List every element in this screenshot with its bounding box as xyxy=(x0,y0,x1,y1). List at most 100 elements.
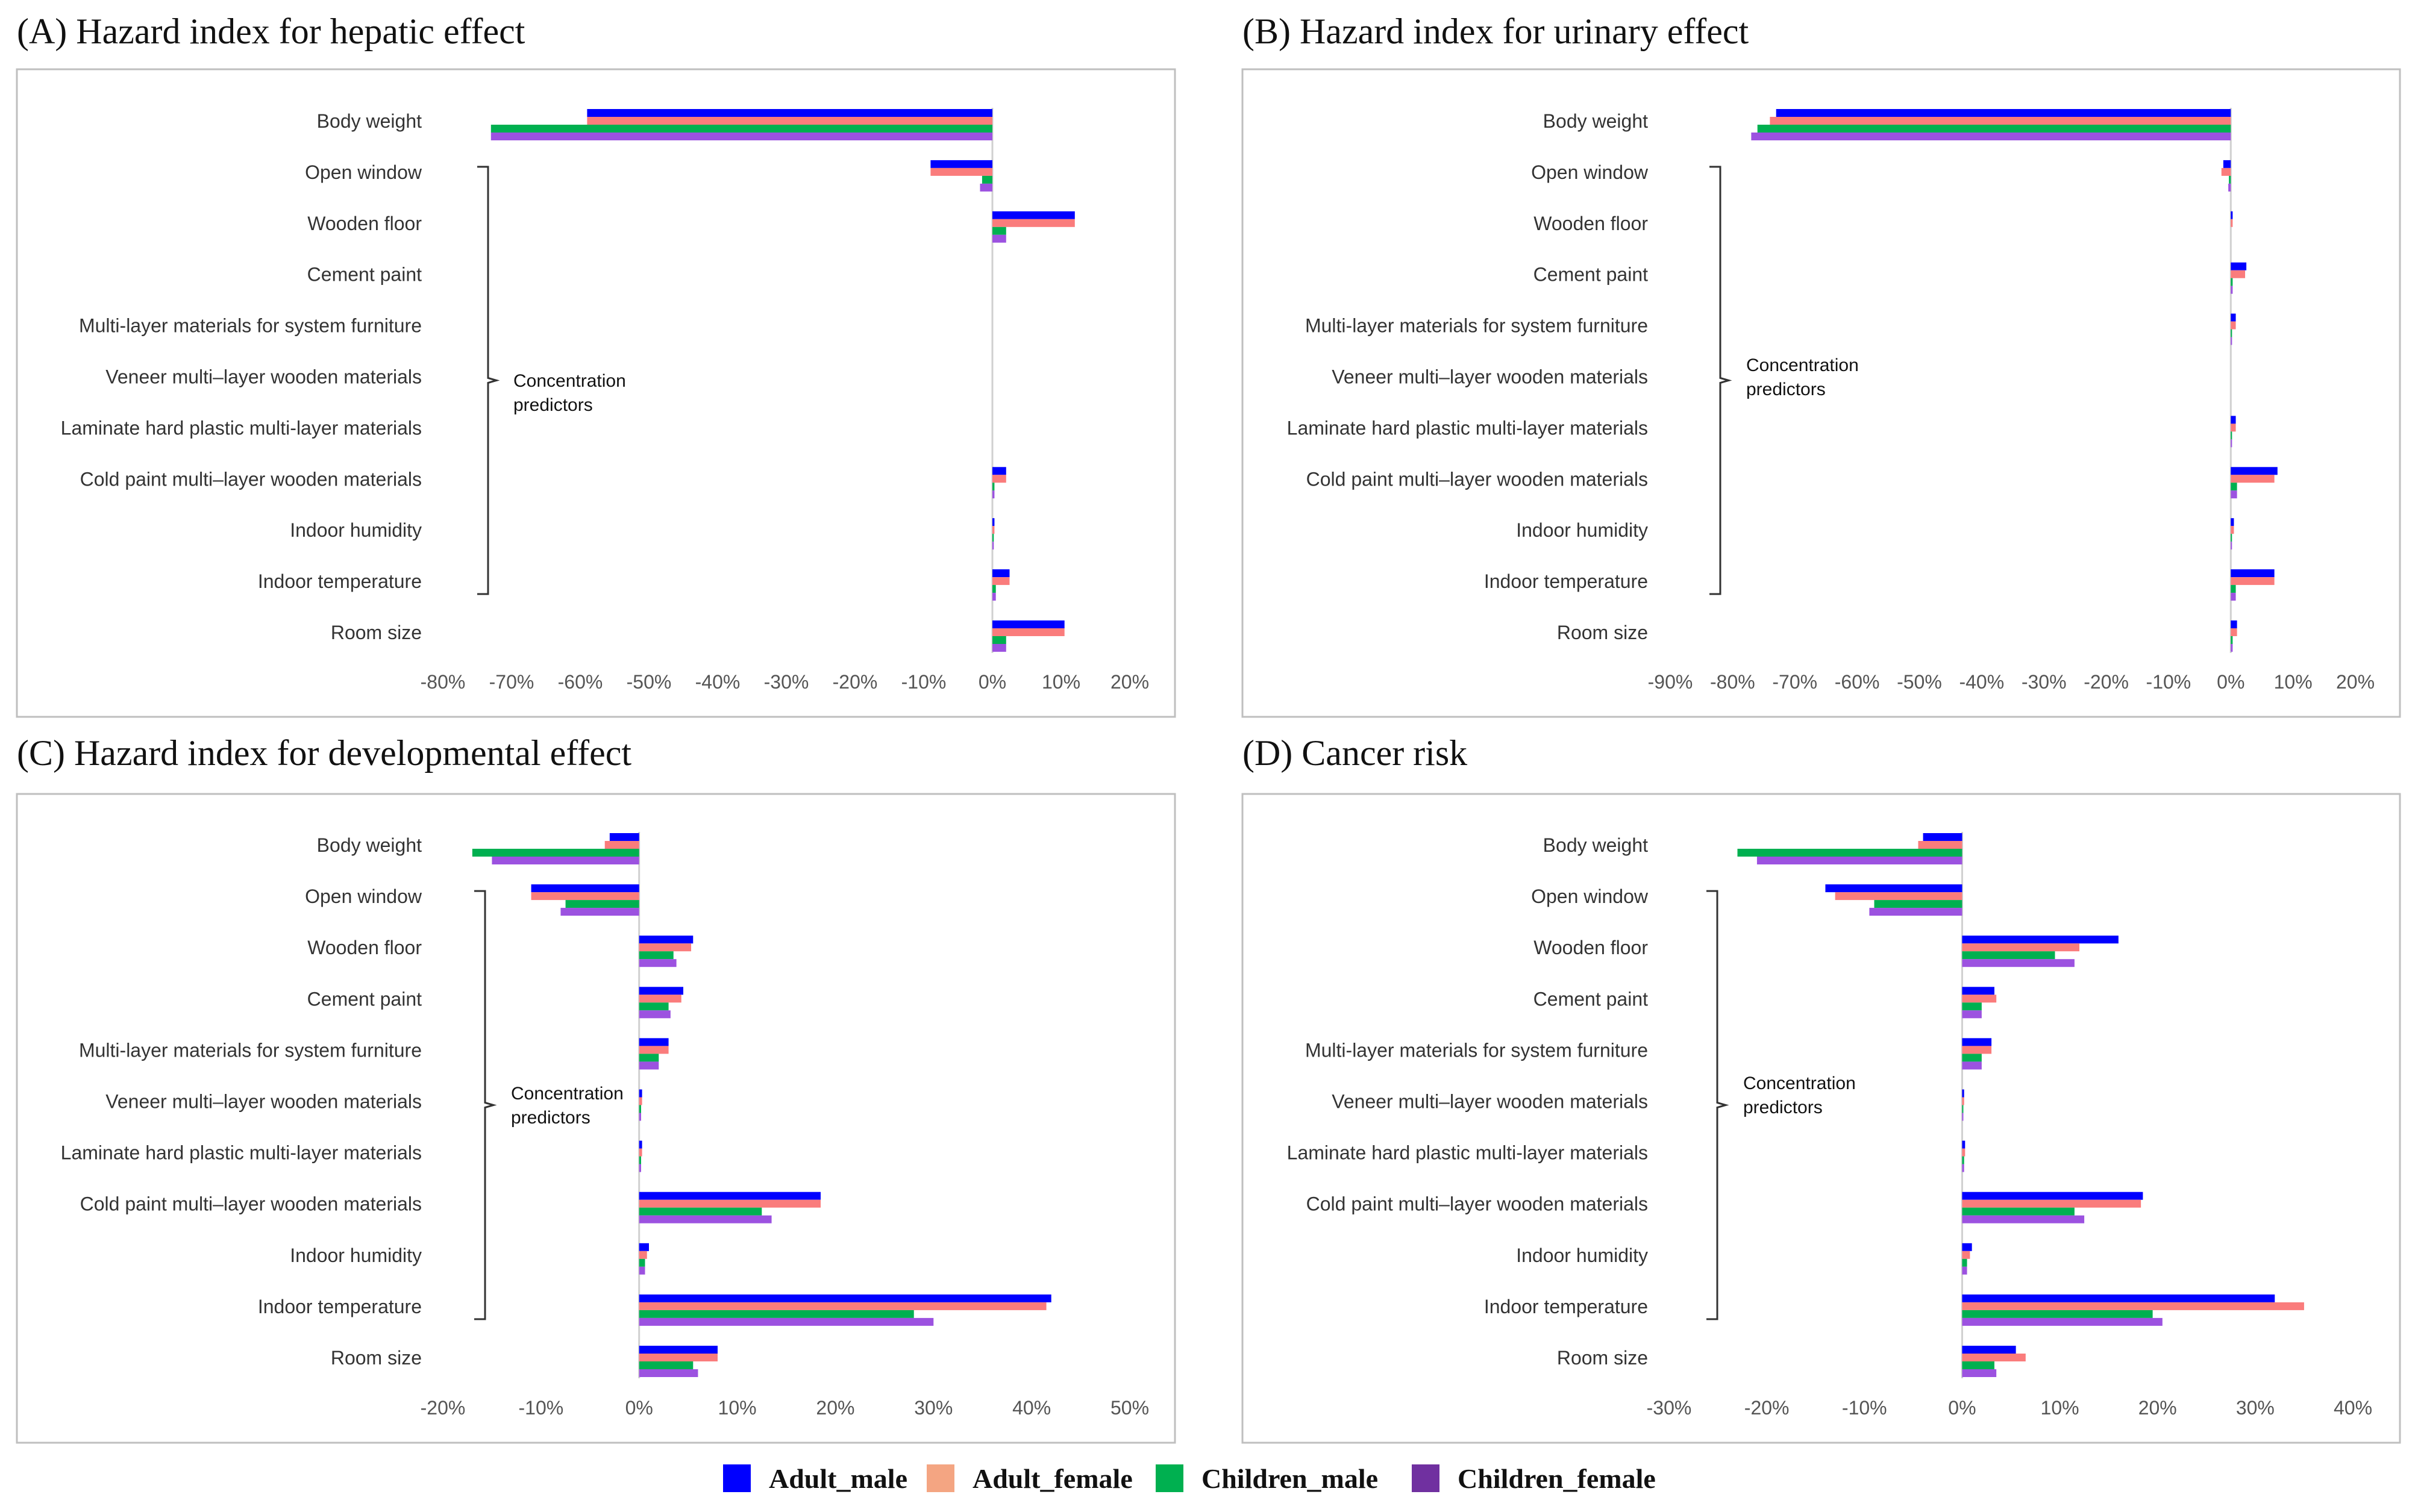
bar-adult-female xyxy=(2231,270,2246,278)
bar-children-male xyxy=(639,951,674,960)
bar-adult-female xyxy=(639,1046,669,1054)
x-tick-label: 30% xyxy=(2236,1397,2275,1419)
predictor-brace xyxy=(474,890,497,1320)
category-label: Indoor temperature xyxy=(1484,570,1648,592)
x-tick-label: -80% xyxy=(1710,671,1755,693)
bar-adult-female xyxy=(992,219,1075,227)
bar-children-female xyxy=(1962,1113,1964,1121)
category-label: Room size xyxy=(1557,1347,1648,1369)
category-label: Open window xyxy=(305,886,422,907)
bar-children-female xyxy=(560,908,639,916)
category-label: Indoor temperature xyxy=(258,1296,422,1317)
bar-children-male xyxy=(2231,585,2236,593)
x-tick-label: 20% xyxy=(1110,671,1149,693)
bar-adult-male xyxy=(1962,936,2119,944)
category-label: Wooden floor xyxy=(1533,213,1648,234)
category-label: Laminate hard plastic multi-layer materi… xyxy=(1287,417,1648,439)
bar-children-female xyxy=(639,959,677,967)
bar-adult-female xyxy=(992,526,995,534)
bar-children-female xyxy=(992,644,1006,652)
bar-adult-female xyxy=(2231,321,2236,330)
bar-children-female xyxy=(1962,959,2075,967)
bar-children-female xyxy=(1756,857,1962,864)
bar-adult-female xyxy=(1835,892,1962,901)
category-label: Room size xyxy=(331,622,422,643)
bar-adult-female xyxy=(639,1148,642,1157)
bar-adult-female xyxy=(1962,995,1997,1003)
category-label: Laminate hard plastic multi-layer materi… xyxy=(61,1142,422,1164)
x-tick-label: -40% xyxy=(695,671,741,693)
bar-adult-male xyxy=(2231,569,2275,578)
annotation-line-1: Concentration xyxy=(511,1084,624,1104)
bar-children-female xyxy=(1962,1010,1982,1019)
category-label: Cold paint multi–layer wooden materials xyxy=(80,468,422,490)
bar-children-female xyxy=(639,1266,645,1275)
category-label: Indoor humidity xyxy=(1516,519,1648,541)
bar-children-female xyxy=(992,234,1006,243)
bar-children-female xyxy=(639,1061,659,1070)
category-label: Laminate hard plastic multi-layer materi… xyxy=(61,417,422,439)
plot-frame-a xyxy=(16,68,1176,718)
bar-adult-male xyxy=(639,1192,821,1200)
bar-children-male xyxy=(472,849,639,857)
bar-children-female xyxy=(639,1369,698,1377)
chart-panel-c: (C) Hazard index for developmental effec… xyxy=(16,733,1176,1444)
bar-children-female xyxy=(639,1113,641,1121)
category-label: Open window xyxy=(305,161,422,183)
chart-panel-d: (D) Cancer risk Body weight Open window Woo… xyxy=(1241,733,2401,1444)
bar-children-female xyxy=(1962,1061,1982,1070)
x-tick-label: 20% xyxy=(2336,671,2375,693)
bar-adult-male xyxy=(992,211,1075,219)
bar-adult-female xyxy=(1918,841,1962,849)
bar-children-female xyxy=(639,1215,772,1223)
bar-adult-male xyxy=(1776,109,2231,117)
bar-children-female xyxy=(2231,542,2232,550)
legend-label-children-female: Children_female xyxy=(1458,1463,1656,1494)
bar-children-male xyxy=(992,534,994,542)
bar-children-male xyxy=(2231,329,2232,337)
legend-label-children-male: Children_male xyxy=(1201,1463,1378,1494)
legend-label-adult-male: Adult_male xyxy=(769,1463,907,1494)
bar-children-female xyxy=(2231,286,2233,294)
bar-adult-male xyxy=(639,1038,669,1046)
category-label: Multi-layer materials for system furnitu… xyxy=(79,315,422,337)
bar-adult-male xyxy=(1923,833,1962,841)
bar-children-male xyxy=(2231,534,2232,542)
legend-label-adult-female: Adult_female xyxy=(973,1463,1133,1494)
category-label: Wooden floor xyxy=(307,213,422,234)
bar-children-female xyxy=(992,593,996,601)
chart-panel-a: (A) Hazard index for hepatic effect Body … xyxy=(16,11,1176,718)
bar-adult-female xyxy=(604,841,639,849)
legend-swatch-children-male xyxy=(1156,1464,1183,1492)
bar-children-male xyxy=(1962,1207,2075,1216)
bar-children-female xyxy=(992,542,994,550)
annotation-line-2: predictors xyxy=(511,1108,590,1128)
bar-adult-male xyxy=(1962,1346,2016,1354)
plot-frame-d xyxy=(1241,793,2401,1444)
x-tick-label: -10% xyxy=(519,1397,564,1419)
bar-adult-female xyxy=(1962,1148,1966,1157)
category-label: Body weight xyxy=(1543,834,1648,856)
bar-children-male xyxy=(1962,1310,2153,1318)
bar-children-female xyxy=(639,1317,934,1326)
bar-adult-male xyxy=(2231,518,2234,526)
bar-adult-male xyxy=(639,1243,649,1251)
chart-title-b: (B) Hazard index for urinary effect xyxy=(1242,11,1749,51)
bar-children-female xyxy=(639,1164,641,1172)
bar-children-male xyxy=(1737,849,1962,857)
bar-children-female xyxy=(1962,1266,1967,1275)
bar-adult-male xyxy=(1962,1089,1964,1098)
bar-children-male xyxy=(639,1156,641,1164)
category-label: Cement paint xyxy=(307,988,422,1010)
bar-adult-male xyxy=(639,936,694,944)
bar-adult-female xyxy=(639,1354,718,1361)
bar-adult-female xyxy=(639,1199,821,1208)
bar-children-male xyxy=(2229,175,2231,184)
concentration-predictors-note: Concentration predictors xyxy=(513,371,626,415)
bar-children-male xyxy=(2231,636,2233,644)
bar-children-female xyxy=(1962,1317,2163,1326)
legend: Adult_male Adult_female Children_male Child… xyxy=(723,1463,1656,1494)
x-tick-label: -10% xyxy=(1842,1397,1887,1419)
category-label: Room size xyxy=(331,1347,422,1369)
bar-children-female xyxy=(2231,490,2237,499)
